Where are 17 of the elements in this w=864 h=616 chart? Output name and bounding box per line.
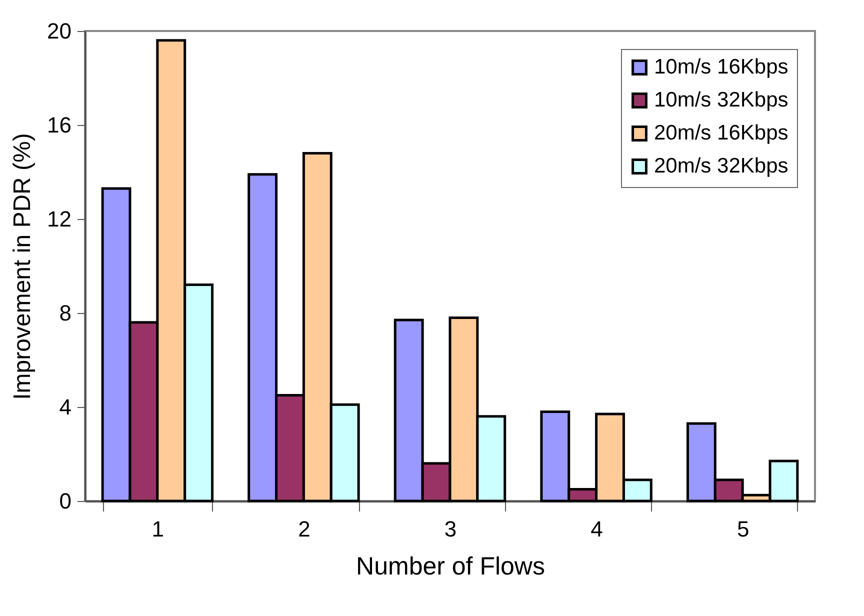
x-axis-title: Number of Flows	[356, 552, 545, 580]
legend-label: 10m/s 16Kbps	[654, 56, 788, 78]
y-tick-label: 12	[47, 206, 72, 232]
y-tick-label: 20	[47, 18, 72, 44]
x-tick-label: 5	[736, 516, 750, 542]
legend-label: 10m/s 32Kbps	[654, 88, 788, 112]
y-tick-label: 16	[47, 112, 72, 138]
y-tick-label: 4	[59, 394, 72, 420]
x-tick-label: 2	[298, 516, 310, 542]
y-tick-label: 8	[59, 300, 72, 326]
x-tick-label: 3	[444, 516, 457, 542]
x-tick-label: 1	[152, 516, 164, 542]
legend-label: 20m/s 16Kbps	[654, 122, 788, 144]
x-tick-label: 4	[590, 516, 603, 542]
y-axis-title: Improvement in PDR (%)	[9, 133, 36, 400]
legend-label: 20m/s 32Kbps	[654, 154, 788, 178]
y-tick-label: 0	[59, 488, 72, 514]
